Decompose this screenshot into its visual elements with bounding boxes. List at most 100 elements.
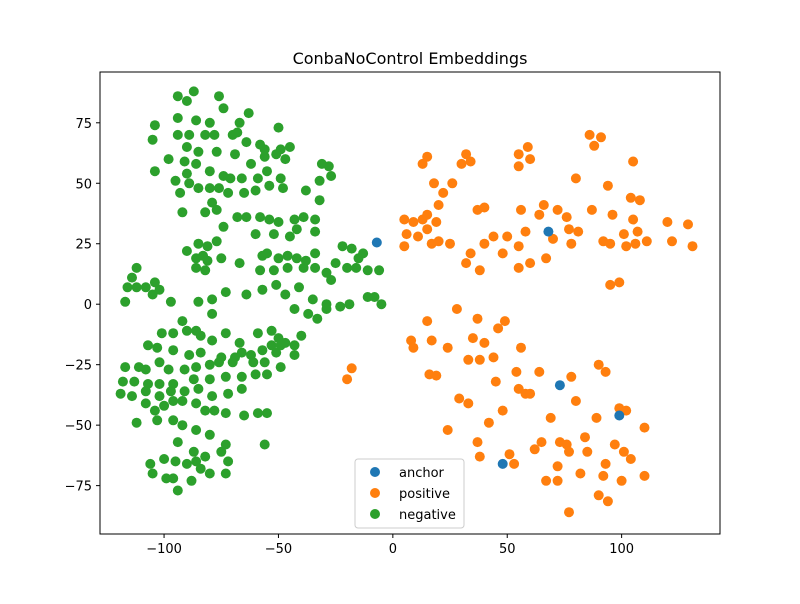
point-negative: [159, 400, 170, 411]
point-negative: [227, 357, 238, 368]
point-positive: [564, 446, 574, 457]
point-negative: [374, 265, 385, 276]
point-positive: [589, 140, 600, 151]
point-negative: [117, 376, 128, 387]
point-negative: [376, 299, 387, 310]
point-positive: [683, 219, 693, 230]
point-negative: [172, 437, 183, 448]
point-positive: [465, 248, 476, 259]
data-points: [115, 86, 698, 518]
point-positive: [516, 342, 526, 353]
point-negative: [172, 91, 183, 102]
point-positive: [536, 437, 547, 448]
point-anchor: [614, 410, 625, 421]
point-negative: [129, 376, 140, 387]
point-negative: [289, 214, 300, 225]
point-negative: [181, 246, 192, 256]
point-negative: [172, 129, 183, 140]
point-positive: [625, 192, 636, 203]
point-negative: [257, 284, 268, 295]
point-negative: [161, 473, 172, 484]
point-positive: [541, 253, 552, 264]
point-positive: [442, 425, 453, 435]
y-tick-label: 50: [75, 177, 92, 192]
point-negative: [241, 212, 252, 223]
point-positive: [630, 238, 641, 249]
point-negative: [177, 207, 188, 218]
point-negative: [326, 275, 337, 285]
point-negative: [250, 229, 261, 240]
point-negative: [310, 262, 321, 273]
point-negative: [255, 212, 266, 223]
point-positive: [483, 417, 494, 428]
point-negative: [321, 304, 332, 314]
point-negative: [188, 446, 199, 457]
point-negative: [200, 129, 211, 140]
point-positive: [541, 475, 552, 486]
legend-label-positive: positive: [399, 487, 450, 502]
point-positive: [662, 217, 673, 227]
point-negative: [291, 224, 302, 235]
point-negative: [243, 108, 254, 119]
point-positive: [502, 231, 513, 242]
point-negative: [346, 243, 357, 254]
point-negative: [236, 383, 247, 394]
point-negative: [214, 357, 224, 368]
point-positive: [534, 366, 545, 377]
point-positive: [621, 405, 632, 416]
point-negative: [259, 357, 270, 368]
point-negative: [211, 146, 222, 157]
point-positive: [573, 226, 584, 237]
point-negative: [275, 362, 286, 373]
point-negative: [115, 388, 126, 399]
point-negative: [275, 340, 286, 351]
y-tick-label: 75: [75, 117, 92, 132]
point-positive: [447, 178, 458, 189]
point-positive: [545, 412, 556, 423]
point-negative: [246, 158, 256, 169]
point-negative: [168, 345, 179, 356]
point-positive: [422, 151, 433, 162]
point-negative: [250, 369, 261, 380]
point-negative: [131, 417, 142, 428]
point-negative: [330, 258, 341, 269]
point-positive: [618, 446, 629, 457]
point-negative: [204, 374, 215, 385]
point-positive: [582, 446, 593, 457]
point-negative: [236, 347, 247, 358]
point-negative: [326, 171, 337, 181]
point-negative: [207, 391, 218, 402]
point-positive: [516, 204, 526, 215]
point-negative: [202, 255, 213, 266]
point-negative: [204, 359, 215, 370]
point-negative: [120, 362, 131, 373]
point-positive: [628, 214, 639, 225]
point-positive: [552, 475, 563, 486]
point-positive: [408, 217, 419, 227]
point-anchor: [543, 226, 554, 237]
point-negative: [220, 408, 231, 419]
point-positive: [639, 470, 650, 481]
point-negative: [191, 115, 202, 126]
point-negative: [145, 458, 156, 469]
point-negative: [259, 151, 270, 162]
point-positive: [429, 178, 439, 189]
point-negative: [207, 308, 218, 319]
point-negative: [266, 325, 277, 336]
point-negative: [191, 456, 202, 467]
point-negative: [323, 161, 334, 172]
point-positive: [598, 470, 609, 481]
point-negative: [278, 183, 288, 194]
point-negative: [259, 439, 270, 450]
y-tick-label: −75: [65, 480, 92, 495]
point-negative: [264, 180, 275, 191]
point-negative: [252, 408, 263, 419]
point-positive: [591, 412, 602, 423]
point-negative: [362, 265, 373, 276]
point-negative: [250, 185, 261, 196]
point-anchor: [497, 458, 508, 469]
point-negative: [264, 214, 275, 225]
point-negative: [191, 425, 202, 435]
point-positive: [605, 279, 616, 290]
point-negative: [257, 345, 268, 356]
